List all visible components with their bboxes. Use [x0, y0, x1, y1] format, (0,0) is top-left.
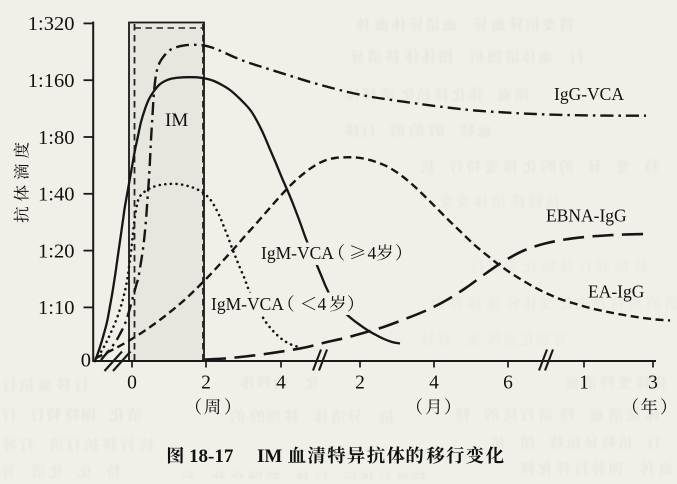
svg-text:4: 4 — [276, 373, 286, 394]
svg-text:IM: IM — [257, 446, 282, 467]
svg-text:1:80: 1:80 — [38, 127, 74, 149]
svg-text:4: 4 — [318, 294, 327, 314]
svg-text:4: 4 — [368, 243, 377, 263]
svg-text:EA-IgG: EA-IgG — [588, 282, 645, 302]
svg-text:2: 2 — [355, 373, 365, 394]
svg-text:4: 4 — [429, 373, 439, 394]
svg-text:0: 0 — [127, 373, 137, 394]
svg-text:18-17: 18-17 — [189, 446, 234, 467]
svg-text:IgM-VCA: IgM-VCA — [211, 294, 284, 314]
svg-text:0: 0 — [81, 350, 91, 372]
svg-text:IgM-VCA: IgM-VCA — [261, 243, 334, 263]
svg-text:IM: IM — [165, 110, 188, 131]
svg-text:1:20: 1:20 — [38, 240, 74, 262]
svg-text:3: 3 — [648, 373, 658, 394]
svg-text:IgG-VCA: IgG-VCA — [554, 84, 624, 104]
svg-text:EBNA-IgG: EBNA-IgG — [546, 206, 627, 226]
svg-text:1:10: 1:10 — [38, 297, 74, 319]
svg-text:1:320: 1:320 — [28, 13, 75, 35]
svg-text:1:40: 1:40 — [38, 184, 74, 206]
svg-text:1:160: 1:160 — [28, 70, 75, 92]
svg-text:2: 2 — [201, 373, 211, 394]
svg-text:6: 6 — [503, 373, 513, 394]
svg-text:1: 1 — [579, 373, 589, 394]
